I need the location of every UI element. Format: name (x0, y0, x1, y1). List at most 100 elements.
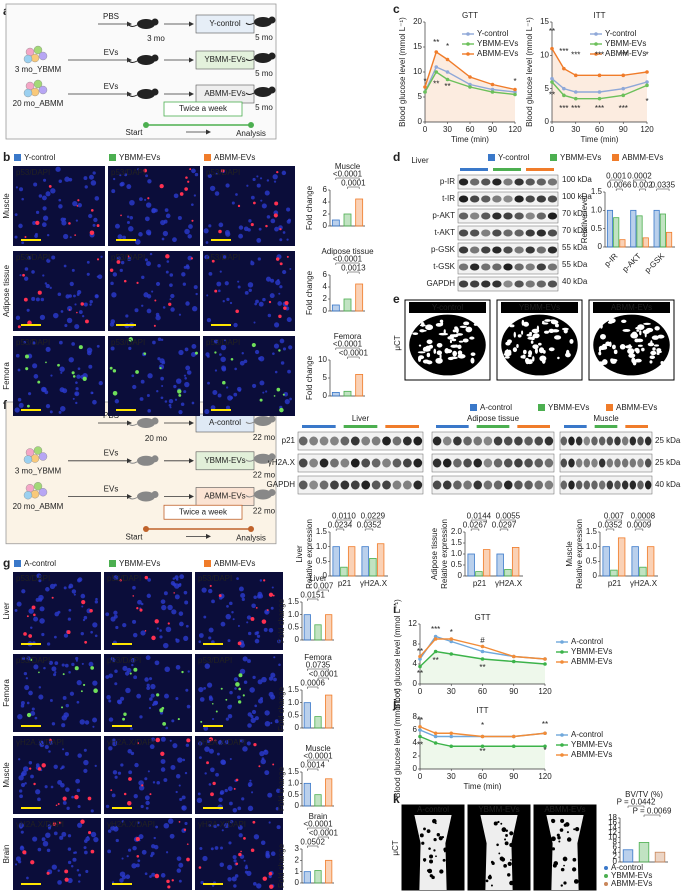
signal (96, 224, 100, 228)
chart-title: BV/TV (%) (625, 790, 663, 799)
nucleus (38, 194, 43, 198)
treatment-label: PBS (103, 12, 119, 21)
stain-label: p53/DAPI (111, 338, 145, 347)
cell-icon (30, 87, 40, 97)
blot-band (492, 195, 502, 203)
nucleus (30, 774, 34, 779)
nucleus (92, 680, 98, 686)
nucleus (68, 608, 72, 612)
nucleus (19, 187, 24, 192)
group-bar (385, 425, 419, 428)
y-tick-label: 8 (413, 712, 418, 721)
signal (135, 370, 139, 374)
nucleus (246, 184, 249, 187)
x-tick-label: 120 (538, 687, 552, 696)
y-tick-label: 0 (598, 242, 603, 251)
nucleus (23, 671, 28, 676)
nucleus (18, 402, 24, 408)
nucleus (69, 236, 72, 239)
nucleus (86, 347, 93, 354)
significance: *** (595, 50, 604, 59)
age-label: 22 mo (253, 471, 276, 480)
bar (613, 217, 620, 248)
signal (218, 229, 222, 234)
nucleus (19, 794, 23, 799)
blot-band (473, 458, 483, 468)
nucleus (20, 830, 24, 834)
blot-band (350, 436, 360, 446)
p-value: 0.0502 (300, 838, 325, 847)
signal (55, 804, 58, 807)
nucleus (214, 191, 220, 196)
nucleus (49, 698, 53, 702)
signal (151, 635, 156, 641)
nucleus (126, 184, 132, 190)
nucleus (185, 365, 191, 371)
point (433, 634, 438, 639)
ct-pore (556, 833, 560, 837)
ct-pore (426, 352, 431, 358)
nucleus (182, 758, 186, 762)
blot-band (463, 480, 472, 490)
nucleus (146, 683, 150, 687)
blot-band (644, 480, 652, 490)
schedule-label: Twice a week (179, 104, 228, 113)
ct-pore (433, 849, 436, 852)
signal (240, 850, 242, 853)
ct-pore (435, 357, 443, 364)
sig-bracket (470, 519, 487, 522)
group-bar (436, 425, 469, 428)
nucleus (178, 313, 182, 316)
nucleus (84, 720, 90, 725)
point (434, 70, 439, 74)
signal (279, 407, 284, 413)
nucleus (139, 715, 143, 719)
nucleus (135, 239, 141, 245)
treatment-label: EVs (104, 82, 119, 91)
group-bar (493, 168, 521, 171)
nucleus (184, 377, 187, 380)
nucleus (22, 766, 29, 772)
signal (96, 258, 100, 261)
p-value: 0.0066 (607, 181, 632, 190)
nucleus (190, 352, 196, 357)
nucleus (169, 406, 172, 409)
x-axis-label: Time (min) (451, 135, 489, 144)
chart-title: Brain (309, 812, 328, 821)
bar (504, 569, 512, 577)
blot-band (382, 480, 391, 490)
point (543, 662, 547, 666)
ct-pore (419, 833, 424, 838)
bar (314, 624, 322, 641)
signal (253, 743, 257, 747)
signal (143, 168, 148, 173)
x-tick-label: 90 (509, 687, 518, 696)
nucleus (159, 711, 164, 715)
significance: ** (549, 90, 555, 99)
blot-band (458, 263, 469, 271)
ct-pore (627, 348, 635, 355)
nucleus (125, 314, 129, 318)
signal (90, 209, 94, 212)
signal (159, 708, 164, 713)
nucleus (168, 399, 174, 404)
legend-swatch (538, 404, 545, 411)
nucleus (82, 618, 86, 622)
nucleus (183, 374, 187, 377)
age-label: 3 mo (147, 34, 165, 43)
ct-pore (455, 333, 464, 336)
nucleus (109, 322, 115, 327)
legend-swatch (470, 404, 477, 411)
legend-swatch (612, 154, 619, 161)
significance: *** (431, 625, 440, 634)
blot-strip (297, 453, 424, 473)
cell-icon (33, 45, 43, 55)
nucleus (190, 203, 194, 207)
nucleus (145, 202, 152, 208)
nucleus (248, 219, 252, 223)
nucleus (78, 880, 81, 883)
y-tick-label: 1.5 (586, 527, 598, 536)
ct-pore (428, 847, 431, 850)
bar (653, 209, 660, 248)
p-value: 0.0013 (341, 264, 366, 273)
